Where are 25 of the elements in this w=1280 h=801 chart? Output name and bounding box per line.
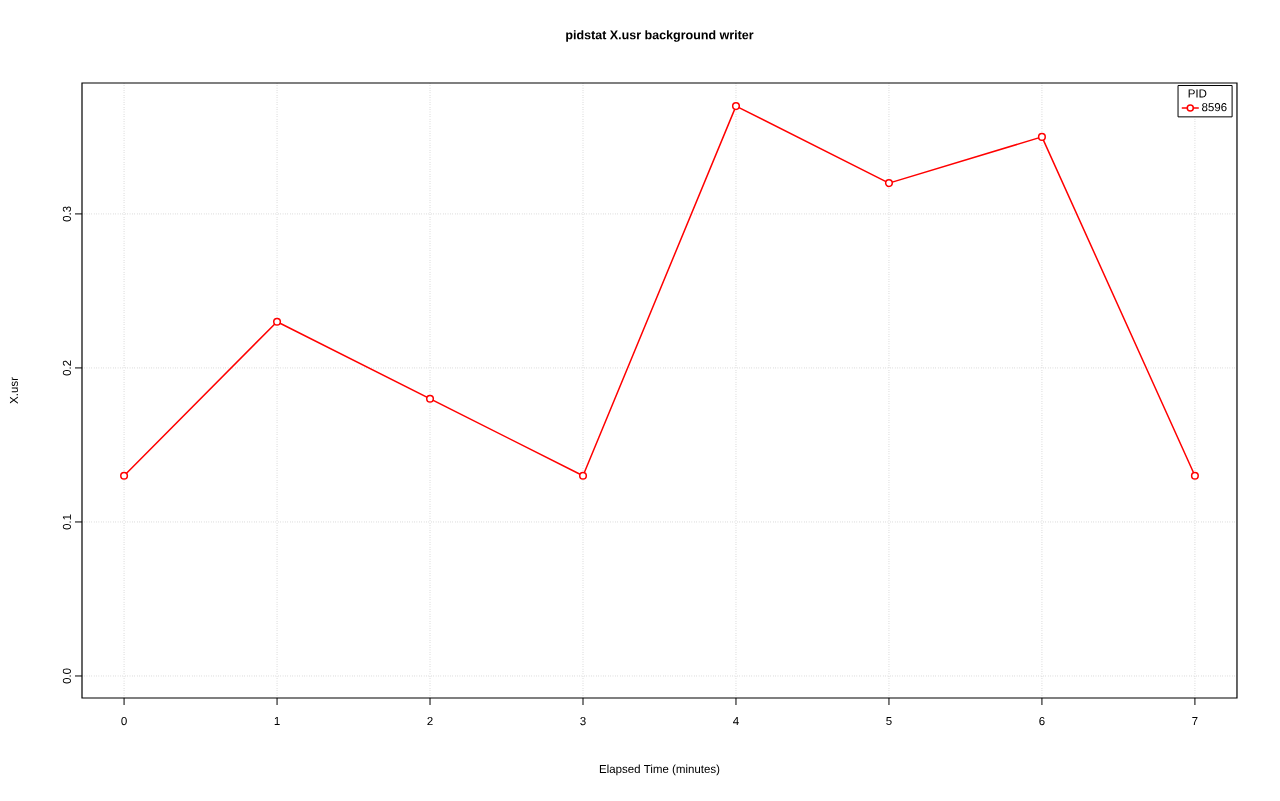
x-tick-label: 0 (121, 717, 127, 726)
point (1037, 132, 1046, 141)
legend-label: 8596 (1202, 103, 1227, 112)
y-tick-label: 0.2 (62, 360, 71, 376)
point (425, 394, 435, 403)
x-tick-label: 4 (733, 717, 739, 725)
x-tick-label: 7 (1192, 717, 1198, 725)
y-tick-label: 0.3 (62, 206, 71, 222)
chart-title: pidstat X.usr background writer (566, 30, 754, 42)
y-tick-label: 0.0 (62, 668, 71, 684)
point (731, 102, 741, 111)
x-tick-label: 6 (1039, 717, 1045, 726)
point (1190, 471, 1199, 480)
x-tick-label: 2 (427, 717, 433, 726)
point (120, 471, 129, 480)
y-axis-title: X.usr (9, 377, 18, 404)
point (273, 317, 282, 326)
point (578, 471, 588, 480)
x-tick-label: 3 (580, 717, 586, 726)
x-tick-label: 5 (886, 717, 892, 726)
y-tick-label: 0.1 (62, 514, 71, 530)
x-tick-label: 1 (274, 717, 280, 725)
legend-title: PID (1188, 89, 1207, 98)
x-axis-title: Elapsed Time (minutes) (599, 764, 720, 776)
point (884, 179, 894, 188)
